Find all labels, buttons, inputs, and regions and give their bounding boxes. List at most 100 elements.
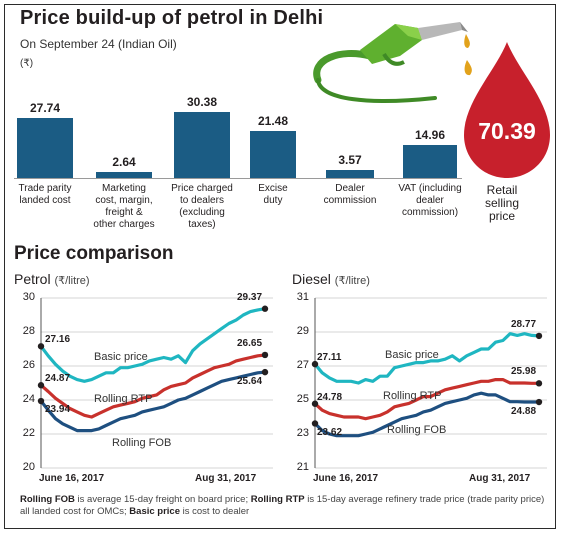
- end-value-label: 25.98: [511, 366, 537, 378]
- buildup-baseline: [14, 178, 462, 179]
- buildup-category-label: Trade parity landed cost: [5, 183, 85, 207]
- end-value-label: 24.88: [511, 406, 537, 418]
- category-line: cost, margin,: [95, 195, 153, 206]
- series-line: [39, 370, 266, 433]
- buildup-category-label: Price charged to dealers (excluding taxes): [162, 183, 242, 231]
- footnote-term-basic: Basic price: [129, 506, 180, 517]
- category-line: Dealer: [335, 183, 365, 194]
- series-line: [313, 378, 539, 421]
- endpoint-dot: [37, 343, 45, 350]
- endpoint-dot: [37, 382, 45, 389]
- buildup-category-label: Dealer commission: [310, 183, 390, 207]
- category-line: VAT (including: [398, 183, 462, 194]
- y-tick-label: 20: [22, 461, 35, 473]
- retail-value-label: 70.39: [478, 118, 536, 144]
- category-line: commission): [401, 207, 459, 218]
- x-start-label: June 16, 2017: [313, 473, 379, 484]
- endpoint-dot: [37, 397, 45, 405]
- category-line: (excluding: [179, 207, 225, 218]
- diesel-panel-title: Diesel (₹/litre): [292, 271, 370, 287]
- endpoint-dot: [261, 368, 269, 376]
- main-title: Price build-up of petrol in Delhi: [20, 7, 324, 29]
- buildup-value-label: 21.48: [257, 114, 289, 128]
- footnote-term-fob: Rolling FOB: [20, 494, 75, 505]
- category-line: Price charged: [171, 183, 233, 194]
- buildup-category-label: VAT (including dealer commission): [390, 183, 470, 219]
- petrol-title-text: Petrol: [14, 271, 51, 287]
- diesel-title-text: Diesel: [292, 271, 331, 287]
- end-value-label: 25.64: [237, 376, 263, 388]
- y-tick-label: 23: [296, 427, 309, 439]
- buildup-bar: [174, 112, 230, 178]
- footnote-text-1: is average 15-day freight on board price…: [74, 494, 251, 505]
- start-value-label: 23.94: [45, 404, 71, 416]
- category-line: duty: [263, 195, 283, 206]
- footnote-text-3: is cost to dealer: [180, 506, 250, 517]
- currency-unit: (₹): [20, 58, 34, 69]
- series-line: [39, 307, 266, 383]
- category-line: Trade parity: [18, 183, 72, 194]
- x-end-label: Aug 31, 2017: [195, 473, 257, 484]
- category-line: Marketing: [102, 183, 146, 194]
- oil-drop-icon: [464, 34, 472, 76]
- footnote-term-rtp: Rolling RTP: [250, 494, 305, 505]
- category-line: dealer: [416, 195, 444, 206]
- series-line: [39, 353, 266, 419]
- buildup-value-label: 27.74: [29, 101, 61, 115]
- category-line: commission: [323, 195, 377, 206]
- series-name-label: Rolling RTP: [383, 389, 442, 402]
- end-value-label: 26.65: [237, 337, 263, 349]
- infographic-frame: [4, 4, 556, 529]
- y-tick-label: 25: [296, 393, 309, 405]
- buildup-category-label: Excise duty: [233, 183, 313, 207]
- endpoint-dot: [261, 351, 269, 359]
- y-tick-label: 26: [22, 359, 35, 371]
- buildup-bar: [403, 145, 457, 178]
- y-tick-label: 31: [296, 291, 309, 303]
- buildup-value-label: 3.57: [338, 153, 362, 167]
- buildup-bar: [96, 172, 152, 178]
- series-line: [313, 332, 540, 385]
- start-value-label: 24.78: [317, 391, 343, 403]
- retail-category-label: Retail selling price: [467, 184, 537, 223]
- endpoint-dot: [311, 360, 319, 368]
- start-value-label: 24.87: [45, 373, 71, 385]
- y-tick-label: 22: [22, 427, 35, 439]
- y-tick-label: 29: [296, 325, 309, 337]
- endpoint-dot: [535, 380, 543, 387]
- buildup-value-label: 14.96: [414, 128, 446, 142]
- buildup-value-label: 30.38: [186, 95, 218, 109]
- petrol-unit: (₹/litre): [54, 275, 90, 287]
- series-name-label: Rolling RTP: [94, 393, 153, 406]
- series-name-label: Basic price: [94, 350, 148, 363]
- category-line: selling: [484, 196, 520, 210]
- y-tick-label: 24: [22, 393, 35, 405]
- endpoint-dot: [261, 305, 269, 312]
- series-name-label: Basic price: [385, 349, 439, 361]
- end-value-label: 29.37: [237, 291, 263, 303]
- footnote-text-2: is 15-day average refinery trade price (…: [20, 494, 545, 517]
- endpoint-dot: [535, 332, 543, 340]
- category-line: to dealers: [180, 195, 224, 206]
- start-value-label: 27.16: [45, 334, 71, 346]
- category-line: other charges: [93, 219, 155, 230]
- buildup-bar: [250, 131, 296, 178]
- endpoint-dot: [311, 400, 319, 407]
- fuel-nozzle-icon: [313, 22, 468, 103]
- footnote: Rolling FOB is average 15-day freight on…: [20, 494, 550, 518]
- petrol-panel-title: Petrol (₹/litre): [14, 271, 90, 287]
- endpoint-dot: [311, 420, 319, 427]
- subtitle: On September 24 (Indian Oil): [20, 37, 177, 51]
- y-tick-label: 21: [296, 461, 309, 473]
- category-line: price: [488, 209, 515, 223]
- y-tick-label: 27: [296, 359, 309, 371]
- category-line: freight &: [105, 207, 143, 218]
- category-line: Excise: [258, 183, 288, 194]
- diesel-unit: (₹/litre): [334, 275, 370, 287]
- x-start-label: June 16, 2017: [39, 473, 105, 484]
- x-end-label: Aug 31, 2017: [469, 473, 531, 484]
- buildup-bar: [17, 118, 73, 178]
- end-value-label: 28.77: [511, 318, 537, 330]
